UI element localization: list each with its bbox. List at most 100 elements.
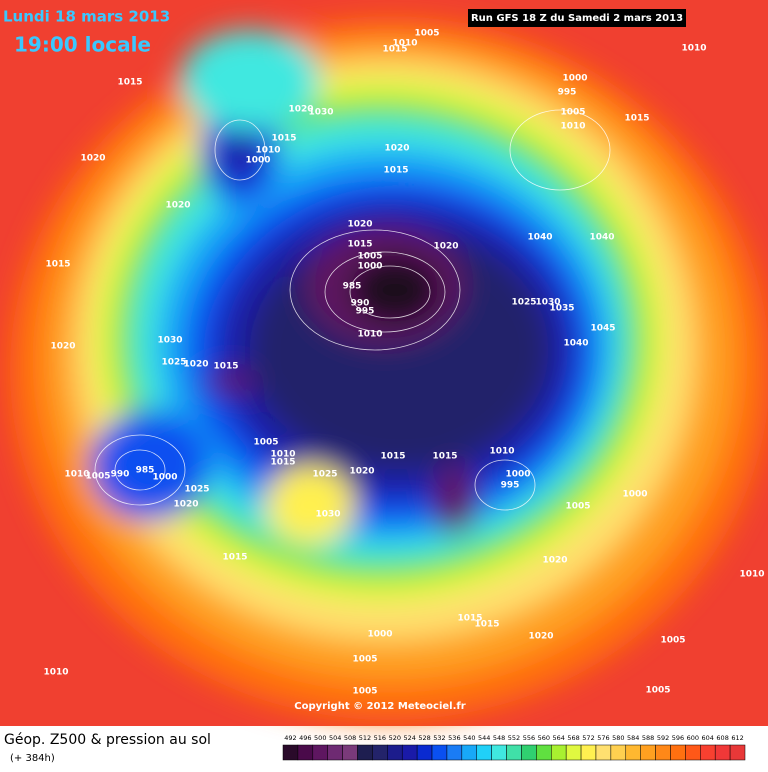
legend-swatch: [297, 744, 314, 761]
legend-label: 556: [523, 734, 535, 742]
legend-swatch: [536, 744, 552, 761]
isobar-label: 995: [356, 307, 375, 317]
forecast: (+ 384h): [10, 753, 55, 764]
legend-swatch: [580, 744, 597, 761]
legend-swatch: [610, 744, 627, 761]
isobar-label: 1000: [505, 470, 530, 480]
isobar-label: 1015: [624, 114, 649, 124]
isobar-label: 1020: [528, 632, 553, 642]
legend-label: 504: [329, 734, 341, 742]
isobar-label: 1015: [213, 362, 238, 372]
legend-label: 588: [642, 734, 654, 742]
legend-label: 576: [597, 734, 609, 742]
isobars: [94, 109, 611, 511]
legend-label: 604: [702, 734, 714, 742]
legend-label: 512: [359, 734, 371, 742]
isobar-label: 1020: [183, 360, 208, 370]
isobar-label: 1035: [549, 304, 574, 314]
legend-label: 608: [716, 734, 728, 742]
legend-swatch: [670, 744, 686, 761]
isobar-label: 1030: [315, 510, 340, 520]
isobar-label: 1020: [288, 105, 313, 115]
legend-swatch: [446, 744, 463, 761]
footer-title: Géop. Z500 & pression au sol: [4, 732, 211, 748]
isobar-label: 1020: [542, 556, 567, 566]
isobar-label: 1015: [432, 452, 457, 462]
legend-label: 568: [567, 734, 579, 742]
isobar-label: 1015: [383, 166, 408, 176]
legend-label: 524: [403, 734, 415, 742]
isobar-label: 1015: [380, 452, 405, 462]
legend-label: 612: [731, 734, 743, 742]
legend-swatch: [461, 744, 477, 761]
legend-label: 580: [612, 734, 624, 742]
legend-swatch: [625, 744, 641, 761]
legend-swatch: [685, 744, 701, 761]
isobar-label: 1020: [433, 242, 458, 252]
isobar-label: 1005: [352, 687, 377, 697]
isobar-label: 1025: [161, 358, 186, 368]
isobar-label: 1040: [563, 339, 588, 349]
legend-swatch: [357, 744, 373, 761]
legend-label: 496: [299, 734, 311, 742]
legend-swatch: [700, 744, 716, 761]
isobar-label: 1015: [222, 553, 247, 563]
legend-label: 544: [478, 734, 490, 742]
isobar-label: 1025: [511, 298, 536, 308]
legend-swatch: [387, 744, 403, 761]
isobar-label: 1000: [622, 490, 647, 500]
legend-swatch: [565, 744, 582, 761]
isobar-label: 1030: [308, 108, 333, 118]
isobar-label: 990: [351, 299, 370, 309]
isobar-label: 1005: [414, 29, 439, 39]
isobar-label: 1025: [184, 485, 209, 495]
isobar-label: 1010: [270, 450, 295, 460]
legend-swatch: [640, 744, 656, 761]
legend-swatch: [551, 744, 567, 761]
legend-swatch: [595, 744, 612, 761]
legend-label: 592: [657, 734, 669, 742]
legend-label: 540: [463, 734, 475, 742]
isobar-label: 1005: [352, 655, 377, 665]
isobar-label: 1015: [457, 614, 482, 624]
legend-label: 572: [582, 734, 594, 742]
isobar-label: 1005: [253, 438, 278, 448]
legend-label: 536: [448, 734, 460, 742]
copyright: Copyright © 2012 Meteociel.fr: [294, 701, 465, 712]
legend: 492 496 500 504 508 512 516 520 524 528 532 536 540 5…: [282, 734, 746, 761]
isobar-label: 1000: [152, 473, 177, 483]
isobar-label: 985: [343, 282, 362, 292]
isobar-label: 1040: [527, 233, 552, 243]
time-line: 19:00 locale: [14, 33, 151, 57]
legend-label: 528: [418, 734, 430, 742]
isobar-label: 1010: [392, 39, 417, 49]
legend-swatch: [372, 744, 388, 761]
legend-label: 516: [374, 734, 386, 742]
isobar-label: 1010: [489, 447, 514, 457]
isobar-label: 1005: [565, 502, 590, 512]
legend-label: 560: [538, 734, 550, 742]
isobar-label: 1015: [117, 78, 142, 88]
isobar-label: 1025: [312, 470, 337, 480]
isobar-label: 1040: [589, 233, 614, 243]
isobar-label: 1000: [357, 262, 382, 272]
legend-label: 564: [552, 734, 564, 742]
height-field: [10, 20, 768, 720]
legend-label: 600: [687, 734, 699, 742]
legend-swatch: [312, 744, 328, 761]
isobar-label: 1010: [681, 44, 706, 54]
isobar-label: 1005: [560, 108, 585, 118]
run-box: [468, 9, 686, 27]
isobar-label: 1020: [80, 154, 105, 164]
isobar-label: 1010: [255, 146, 280, 156]
legend-swatch: [506, 744, 522, 761]
isobar-label: 1010: [64, 470, 89, 480]
isobar-label: 985: [136, 466, 155, 476]
isobar-label: 1020: [50, 342, 75, 352]
run-line: Run GFS 18 Z du Samedi 2 mars 2013: [471, 13, 683, 24]
legend-label: 500: [314, 734, 326, 742]
isobar-label: 1005: [645, 686, 670, 696]
legend-label: 584: [627, 734, 639, 742]
